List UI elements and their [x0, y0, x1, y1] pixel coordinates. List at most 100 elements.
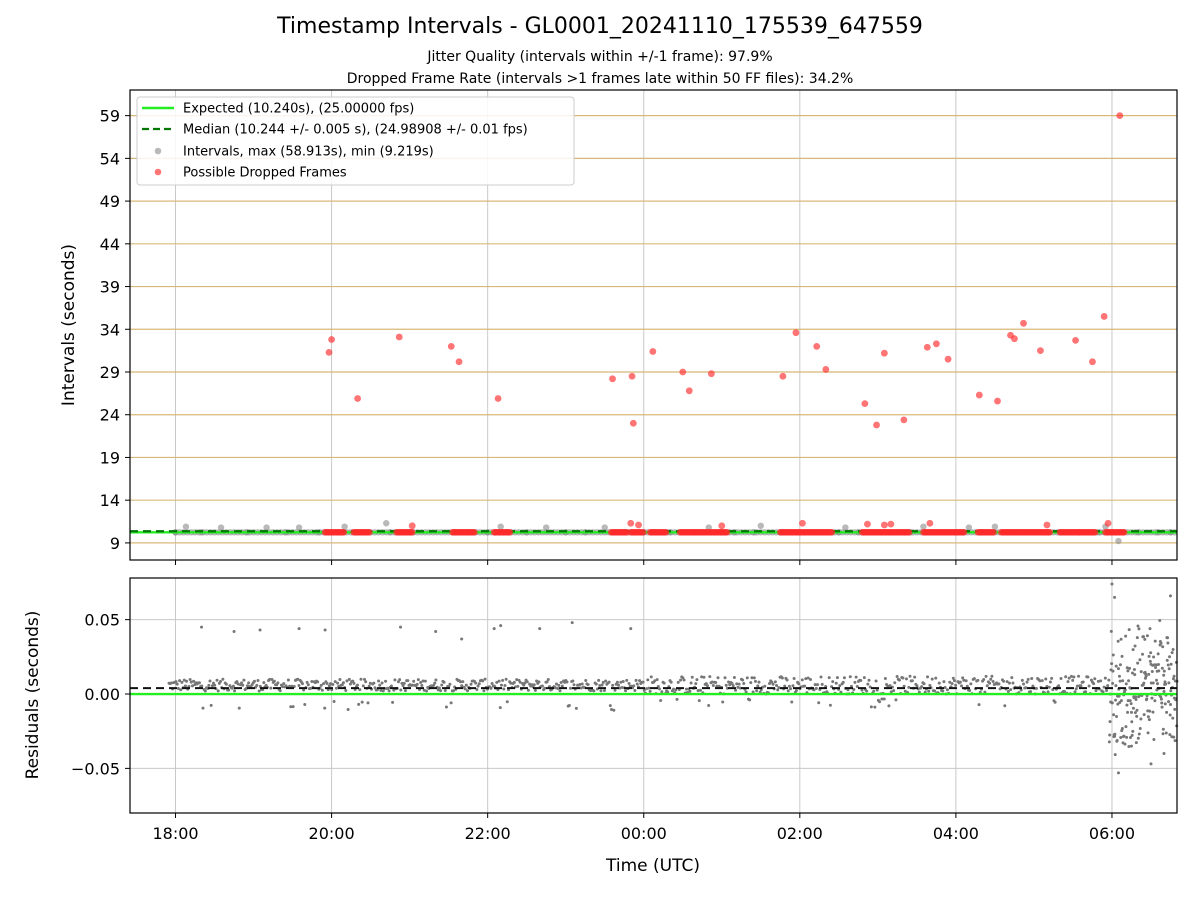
residual-point [816, 683, 820, 687]
residual-point [889, 690, 893, 694]
residual-point [235, 680, 239, 684]
residual-point [1133, 711, 1137, 715]
residual-point [475, 687, 479, 691]
residual-point [1025, 680, 1029, 684]
residual-point [401, 684, 405, 688]
residual-point [344, 688, 348, 692]
residual-point [518, 680, 522, 684]
residual-point [240, 681, 244, 685]
residual-point [207, 683, 211, 687]
residual-point [1128, 666, 1132, 670]
residual-point [1162, 689, 1166, 693]
residual-point [1164, 731, 1168, 735]
residual-point [679, 678, 683, 682]
residual-point [515, 678, 519, 682]
residual-point [1020, 678, 1024, 682]
interval-point [263, 524, 270, 531]
residual-point [497, 679, 501, 683]
residual-point [768, 681, 772, 685]
residual-point [188, 677, 192, 681]
y-tick-label: 29 [100, 363, 120, 382]
residual-point [203, 689, 207, 693]
residual-point [303, 703, 307, 707]
residual-point [736, 685, 740, 689]
y-tick-label: 34 [100, 320, 120, 339]
residual-point [1148, 659, 1152, 663]
residual-point [461, 680, 465, 684]
residual-point [1160, 705, 1164, 709]
residual-point [660, 690, 664, 694]
residual-point [1110, 582, 1114, 586]
residual-point [463, 687, 467, 691]
residual-point [464, 683, 468, 687]
residual-point [565, 680, 569, 684]
dropped-frame-point [506, 529, 514, 536]
residual-point [853, 680, 857, 684]
residual-point [926, 675, 930, 679]
residual-point [1168, 702, 1172, 706]
residual-point [1011, 681, 1015, 685]
dropped-frame-point [932, 340, 940, 348]
residual-point [237, 706, 241, 710]
residual-point [1143, 637, 1147, 641]
dropped-frame-point [447, 342, 455, 350]
residual-point [813, 683, 817, 687]
residual-point [540, 684, 544, 688]
y-tick-label: −0.05 [71, 759, 120, 778]
residual-point [1121, 679, 1125, 683]
x-tick-label: 18:00 [152, 824, 198, 843]
residual-point [954, 683, 958, 687]
residual-point [532, 683, 536, 687]
residual-point [322, 682, 326, 686]
residual-point [882, 697, 886, 701]
dropped-frame-point [822, 366, 830, 373]
residual-point [422, 688, 426, 692]
dropped-frame-point [1116, 112, 1124, 120]
residual-point [1114, 664, 1118, 668]
residual-point [323, 706, 327, 710]
residual-point [1172, 674, 1176, 678]
residual-point [1154, 666, 1158, 670]
residual-point [869, 705, 873, 709]
residual-point [1165, 658, 1169, 662]
residual-point [1096, 679, 1100, 683]
interval-point [1115, 537, 1122, 545]
residual-point [412, 679, 416, 683]
residual-point [690, 675, 694, 679]
residual-point [440, 683, 444, 687]
residual-point [1007, 681, 1011, 685]
residual-point [363, 677, 367, 681]
dropped-frame-subtitle: Dropped Frame Rate (intervals >1 frames … [346, 71, 854, 87]
residual-point [865, 689, 869, 693]
residual-point [880, 697, 884, 701]
residual-point [977, 703, 981, 707]
dropped-frame-point [609, 375, 616, 383]
residual-point [476, 684, 480, 688]
residual-point [624, 689, 628, 693]
dropped-frame-point [990, 529, 997, 536]
residual-point [533, 688, 537, 692]
residual-point [604, 679, 608, 683]
residual-point [1114, 698, 1118, 702]
y-tick-label: 9 [110, 534, 120, 553]
residual-point [169, 681, 173, 685]
x-tick-label: 06:00 [1089, 824, 1135, 843]
residual-point [1137, 732, 1141, 736]
residual-point [808, 678, 812, 682]
residual-point [645, 687, 649, 691]
residual-point [1171, 677, 1175, 681]
residual-point [716, 676, 720, 680]
residual-point [305, 680, 309, 684]
residual-point [1105, 688, 1109, 692]
residual-point [1151, 681, 1155, 685]
residual-point [437, 686, 441, 690]
residual-point [984, 674, 988, 678]
residual-point [306, 683, 310, 687]
dropped-frame-point [1120, 529, 1128, 536]
residual-point [1044, 677, 1048, 681]
residual-point [449, 701, 453, 705]
legend-entry-label: Possible Dropped Frames [183, 166, 347, 181]
interval-point [601, 524, 608, 531]
residual-point [625, 678, 629, 682]
residual-point [1149, 762, 1153, 766]
